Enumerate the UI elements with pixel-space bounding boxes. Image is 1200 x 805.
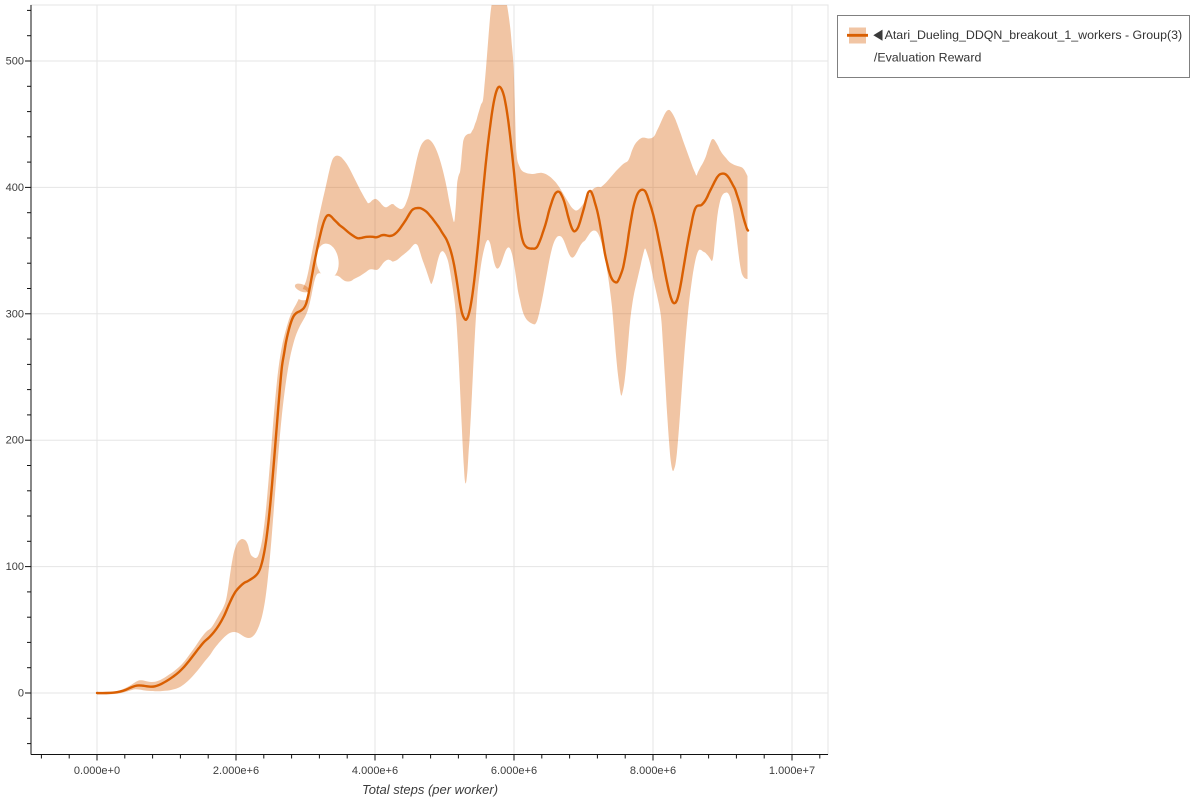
- svg-text:Total steps (per worker): Total steps (per worker): [362, 782, 498, 797]
- svg-text:2.000e+6: 2.000e+6: [213, 765, 259, 777]
- svg-text:200: 200: [6, 435, 24, 447]
- svg-text:500: 500: [6, 56, 24, 68]
- svg-text:400: 400: [6, 182, 24, 194]
- svg-text:100: 100: [6, 561, 24, 573]
- svg-text:6.000e+6: 6.000e+6: [491, 765, 537, 777]
- svg-text:8.000e+6: 8.000e+6: [630, 765, 676, 777]
- svg-text:300: 300: [6, 308, 24, 320]
- svg-text:0: 0: [18, 688, 24, 700]
- svg-text:4.000e+6: 4.000e+6: [352, 765, 398, 777]
- svg-text:0.000e+0: 0.000e+0: [74, 765, 120, 777]
- svg-text:1.000e+7: 1.000e+7: [769, 765, 815, 777]
- svg-text:Atari_Dueling_DDQN_breakout_1_: Atari_Dueling_DDQN_breakout_1_workers - …: [885, 28, 1183, 42]
- svg-text:/Evaluation Reward: /Evaluation Reward: [874, 51, 982, 65]
